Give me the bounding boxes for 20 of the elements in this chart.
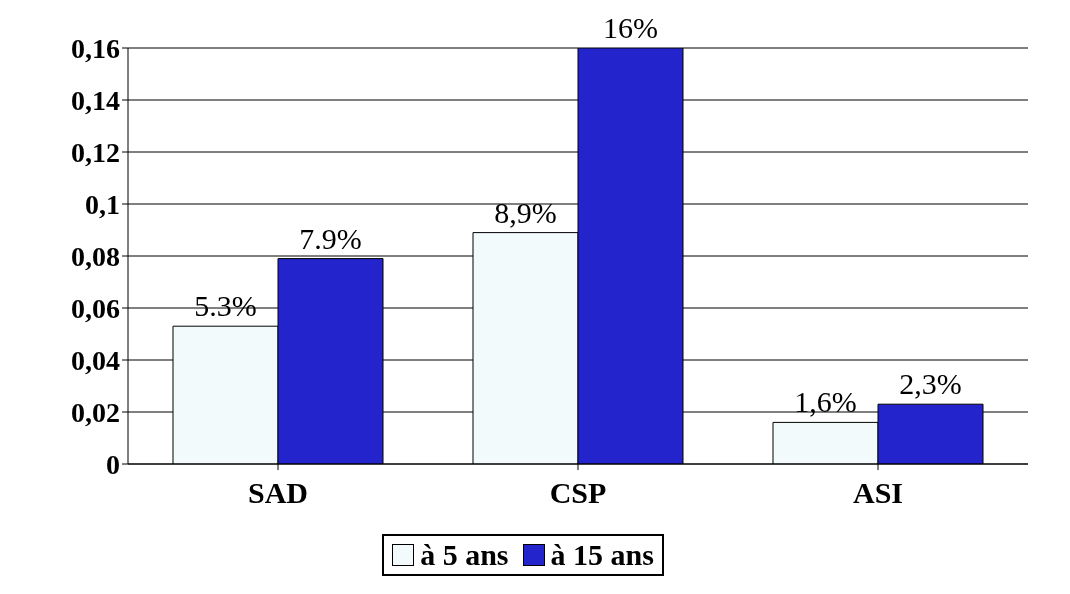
x-tick-label: CSP [549, 476, 607, 510]
y-tick-label: 0 [106, 448, 120, 480]
legend-label: à 5 ans [420, 538, 509, 572]
y-tick-label: 0,1 [85, 188, 120, 220]
y-tick-label: 0,06 [71, 292, 120, 324]
x-tick-label: ASI [852, 476, 904, 510]
y-tick-label: 0,12 [71, 136, 120, 168]
y-tick-label: 0,02 [71, 396, 120, 428]
y-tick-label: 0,16 [71, 32, 120, 64]
data-label: 5.3% [194, 289, 257, 323]
data-label: 2,3% [899, 367, 962, 401]
legend-label: à 15 ans [550, 538, 654, 572]
data-label: 1,6% [794, 385, 857, 419]
y-tick-label: 0,14 [71, 84, 120, 116]
data-label: 7.9% [299, 221, 362, 255]
data-label: 16% [603, 11, 658, 44]
x-tick-label: SAD [247, 476, 309, 510]
y-tick-label: 0,08 [71, 240, 120, 272]
y-tick-label: 0,04 [71, 344, 120, 376]
data-label: 8,9% [494, 195, 557, 229]
